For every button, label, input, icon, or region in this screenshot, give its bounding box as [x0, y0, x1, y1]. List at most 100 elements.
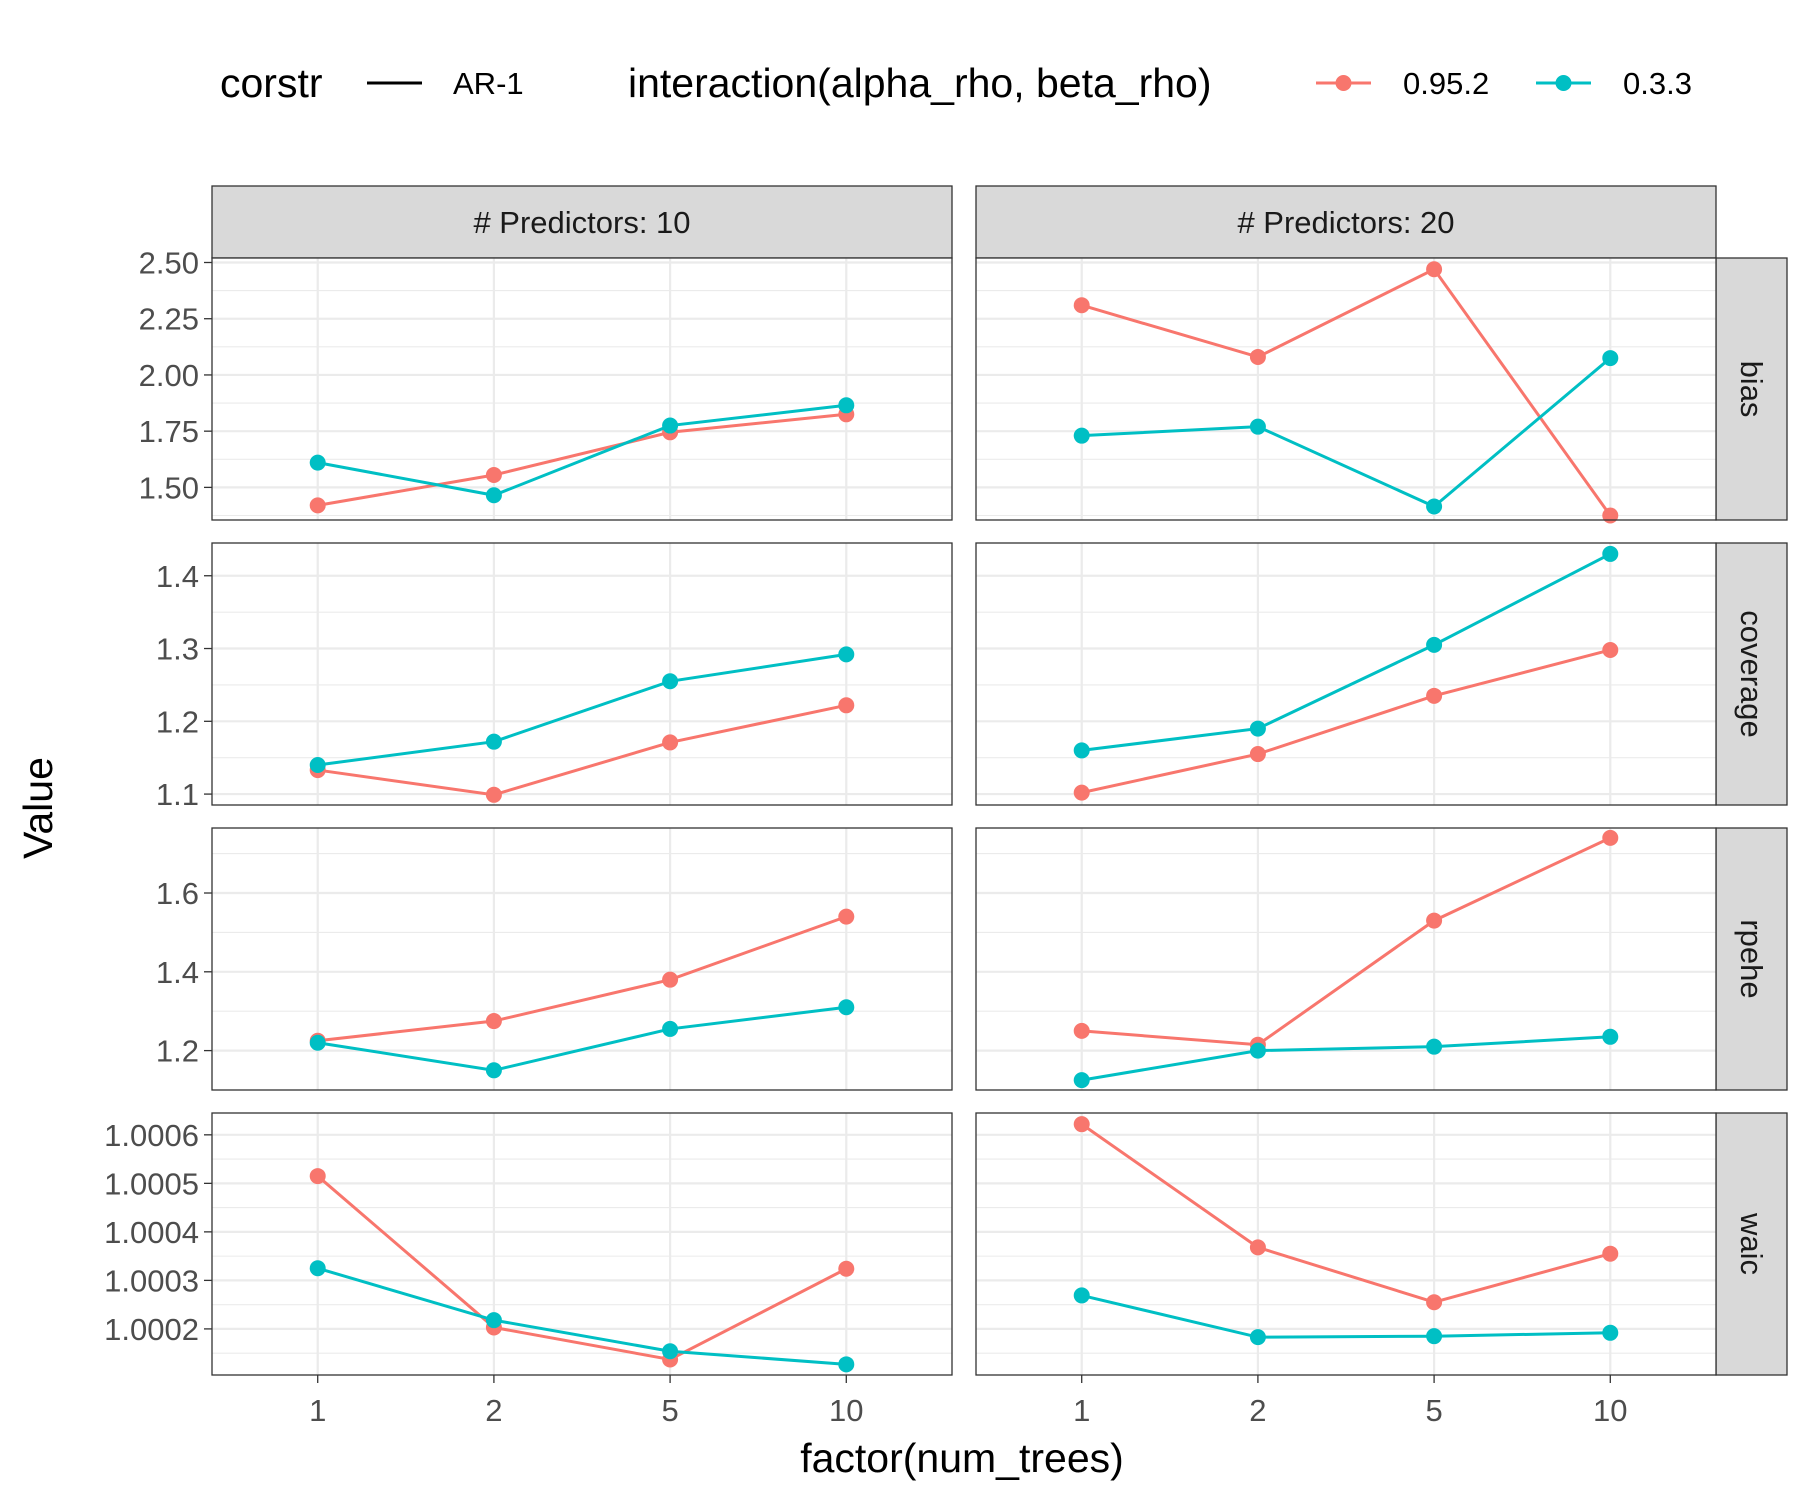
data-point-0.95.2	[1249, 746, 1266, 763]
y-tick-label: 1.0002	[104, 1312, 199, 1347]
data-point-0.95.2	[1602, 1245, 1619, 1262]
column-strip-label: # Predictors: 20	[1237, 205, 1454, 240]
panel-background	[976, 828, 1716, 1090]
series-line-0.3.3	[317, 403, 847, 497]
y-tick-label: 1.2	[156, 1034, 199, 1069]
data-point-0.95.2	[1602, 641, 1619, 658]
x-tick-label: 1	[309, 1393, 326, 1428]
y-tick-label: 1.75	[139, 414, 199, 449]
legend-title-interaction: interaction(alpha_rho, beta_rho)	[628, 60, 1212, 106]
legend-keys: 0.95.2 0.3.3	[1316, 66, 1692, 101]
y-axis-title: Value	[15, 757, 61, 859]
data-point-0.95.2	[1073, 784, 1090, 801]
series-line-0.95.2	[316, 1174, 847, 1362]
data-point-0.3.3	[838, 397, 855, 414]
y-tick-label: 1.4	[156, 955, 199, 990]
panel-border	[211, 542, 953, 806]
data-point-0.95.2	[485, 1013, 502, 1030]
x-tick-label: 10	[1593, 1393, 1627, 1428]
y-tick-label: 1.0006	[104, 1118, 199, 1153]
row-strip-bg-bias	[1715, 257, 1788, 521]
column-strip-bg	[211, 185, 953, 259]
data-point-0.3.3	[485, 1062, 502, 1079]
row-strip-bg-coverage	[1715, 542, 1788, 806]
column-strip-1: # Predictors: 10	[211, 185, 953, 259]
panel-border	[975, 542, 1717, 806]
data-point-0.3.3	[309, 1260, 326, 1277]
panel-rpehe-2	[975, 827, 1717, 1091]
x-tick-label: 10	[829, 1393, 863, 1428]
column-strip-bg	[975, 185, 1717, 259]
data-point-0.3.3	[1073, 1287, 1090, 1304]
data-point-0.95.2	[1602, 507, 1619, 524]
x-tick-label: 2	[1249, 1393, 1266, 1428]
series-line-0.95.2	[1081, 267, 1612, 517]
column-strip-2: # Predictors: 20	[975, 185, 1717, 259]
column-strip-label: # Predictors: 10	[473, 205, 690, 240]
panel-border	[975, 1112, 1717, 1376]
y-tick-label: 2.00	[139, 358, 199, 393]
data-point-0.3.3	[838, 999, 855, 1016]
series-line-0.95.2	[317, 412, 847, 507]
row-strip-label-waic: waic	[1734, 1212, 1769, 1275]
y-tick-label: 1.0003	[104, 1263, 199, 1298]
panel-border	[975, 827, 1717, 1091]
data-point-0.3.3	[485, 487, 502, 504]
data-point-0.3.3	[1426, 1328, 1443, 1345]
y-tick-label: 1.4	[156, 559, 199, 594]
panel-coverage-1	[211, 542, 953, 806]
data-point-0.95.2	[1073, 1116, 1090, 1133]
series-line-0.3.3	[1081, 356, 1612, 509]
y-tick-label: 2.50	[139, 245, 199, 280]
data-point-0.95.2	[485, 786, 502, 803]
panel-background	[212, 258, 952, 520]
panel-bias-2	[975, 257, 1717, 524]
data-point-0.3.3	[1602, 1324, 1619, 1341]
y-tick-label: 1.3	[156, 632, 199, 667]
data-point-0.3.3	[1249, 418, 1266, 435]
data-point-0.3.3	[662, 1020, 679, 1037]
facet-row-coverage: coverage 1.1 1.2 1.3 1.4	[156, 542, 1788, 812]
panel-border	[211, 257, 953, 521]
row-strip-label-bias: bias	[1734, 361, 1769, 418]
plot-area: # Predictors: 10 # Predictors: 20 bias 1.50…	[104, 185, 1788, 1428]
legend-label-0.95.2: 0.95.2	[1403, 66, 1489, 101]
data-point-0.3.3	[309, 756, 326, 773]
panel-background	[976, 258, 1716, 520]
data-point-0.3.3	[1073, 742, 1090, 759]
data-point-0.3.3	[309, 1034, 326, 1051]
panel-bias-1	[211, 257, 953, 521]
y-tick-label: 1.6	[156, 876, 199, 911]
data-point-0.3.3	[838, 646, 855, 663]
data-point-0.95.2	[1426, 1294, 1443, 1311]
series-line-0.95.2	[1081, 648, 1611, 795]
series-line-0.95.2	[1080, 1122, 1611, 1304]
data-point-0.3.3	[485, 733, 502, 750]
x-axis-title: factor(num_trees)	[800, 1435, 1124, 1481]
data-point-0.3.3	[1602, 350, 1619, 367]
legend-label-0.3.3: 0.3.3	[1623, 66, 1692, 101]
y-tick-label: 1.2	[156, 704, 199, 739]
data-point-0.95.2	[309, 1168, 326, 1185]
facet-row-bias: bias 1.50 1.75 2.00 2.25 2.50	[139, 245, 1788, 524]
data-point-0.95.2	[485, 467, 502, 484]
data-point-0.3.3	[662, 673, 679, 690]
data-point-0.95.2	[838, 1260, 855, 1277]
panel-rpehe-1	[211, 827, 953, 1091]
series-line-0.3.3	[1081, 1035, 1611, 1082]
panel-waic-2: 1 2 5 10	[975, 1112, 1717, 1428]
data-point-0.3.3	[1073, 1072, 1090, 1089]
data-point-0.3.3	[1249, 720, 1266, 737]
x-tick-label: 5	[1425, 1393, 1442, 1428]
y-tick-label: 1.50	[139, 470, 199, 505]
series-line-0.95.2	[1081, 836, 1611, 1047]
data-point-0.95.2	[1426, 261, 1443, 278]
row-strip-label-rpehe: rpehe	[1734, 919, 1769, 998]
data-point-0.95.2	[662, 971, 679, 988]
row-strip-label-coverage: coverage	[1734, 610, 1769, 738]
series-line-0.3.3	[1081, 1293, 1611, 1339]
data-point-0.95.2	[1602, 829, 1619, 846]
data-point-0.3.3	[1249, 1329, 1266, 1346]
data-point-0.95.2	[1073, 297, 1090, 314]
